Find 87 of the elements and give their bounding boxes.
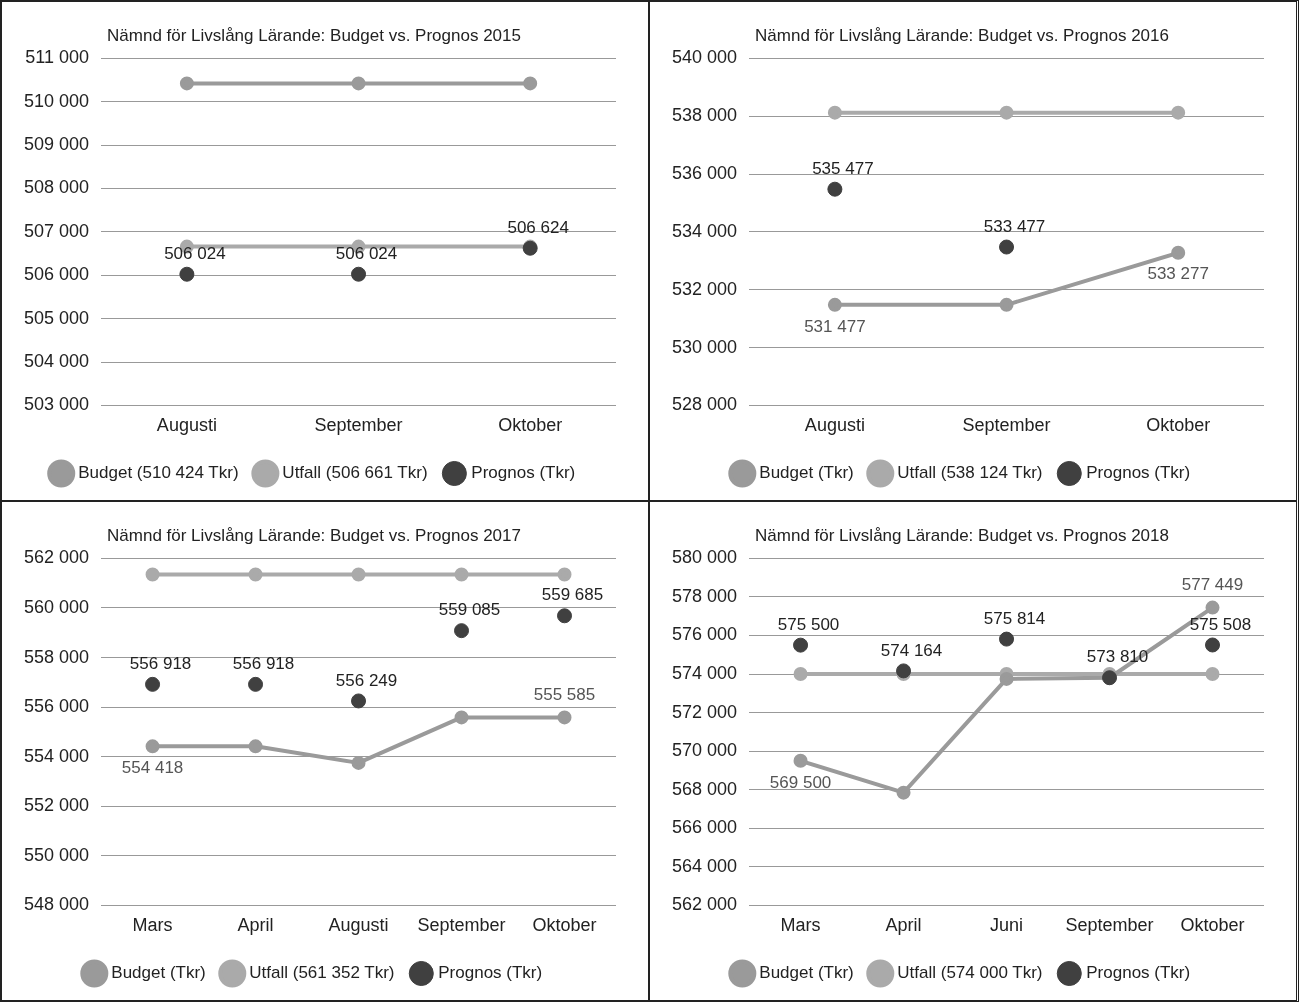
x-tick-label: April [237,915,274,936]
y-tick-label: 550 000 [23,844,90,865]
y-tick-label: 532 000 [671,278,738,299]
y-tick-label: 507 000 [23,220,90,241]
data-label: 535 477 [812,158,874,178]
x-tick-label: Augusti [328,915,389,936]
legend-label: Utfall (506 661 Tkr) [282,463,428,483]
y-tick-label: 562 000 [671,894,738,915]
y-tick-label: 554 000 [23,745,90,766]
data-label: 531 477 [804,316,866,336]
y-tick-label: 509 000 [23,134,90,155]
chart-title: Nämnd för Livslång Lärande: Budget vs. Prognos 2018 [755,525,1169,545]
y-tick-label: 540 000 [671,47,738,68]
data-label: 569 500 [769,772,832,792]
legend-label: Budget (Tkr) [111,963,206,983]
data-label: 556 918 [232,654,295,674]
x-tick-label: Oktober [1146,415,1211,436]
y-tick-label: 566 000 [671,817,738,838]
data-label: 506 624 [507,217,569,237]
data-label: 506 024 [164,243,226,263]
y-tick-label: 574 000 [671,663,738,684]
x-tick-label: Oktober [532,915,597,936]
y-tick-label: 560 000 [23,596,90,617]
legend-label: Utfall (574 000 Tkr) [897,963,1043,983]
y-tick-label: 568 000 [671,778,738,799]
legend-label: Utfall (538 124 Tkr) [897,463,1043,483]
data-label: 556 249 [335,670,398,690]
legend-label: Budget (Tkr) [759,463,854,483]
y-tick-label: 564 000 [671,855,738,876]
data-label: 577 449 [1181,575,1244,595]
x-tick-label: Oktober [1180,915,1245,936]
data-label: 575 500 [777,614,840,634]
x-tick-label: September [1065,915,1154,936]
y-tick-label: 506 000 [23,264,90,285]
x-tick-label: Augusti [804,415,865,436]
data-label: 574 164 [880,640,943,660]
x-tick-label: September [314,415,403,436]
data-label: 573 810 [1086,647,1149,667]
x-tick-label: September [417,915,506,936]
data-label: 533 277 [1147,264,1209,284]
data-label: 555 585 [533,685,596,705]
y-tick-label: 504 000 [23,350,90,371]
legend-label: Utfall (561 352 Tkr) [249,963,395,983]
y-tick-label: 511 000 [25,47,90,68]
y-tick-label: 503 000 [23,394,90,415]
chart-title: Nämnd för Livslång Lärande: Budget vs. Prognos 2015 [107,25,521,45]
legend-label: Prognos (Tkr) [1086,463,1191,483]
legend-label: Prognos (Tkr) [1086,963,1191,983]
y-tick-label: 570 000 [671,740,738,761]
y-tick-label: 548 000 [23,894,90,915]
y-tick-label: 508 000 [23,177,90,198]
y-tick-label: 556 000 [23,696,90,717]
y-tick-label: 580 000 [671,547,738,568]
x-tick-label: Mars [780,915,821,936]
chart-title: Nämnd för Livslång Lärande: Budget vs. Prognos 2016 [755,25,1169,45]
y-tick-label: 558 000 [23,646,90,667]
legend-label: Prognos (Tkr) [471,463,576,483]
data-label: 559 085 [438,600,501,620]
data-label: 575 508 [1189,614,1252,634]
x-tick-label: September [962,415,1051,436]
data-label: 533 477 [983,216,1046,236]
y-tick-label: 510 000 [23,90,90,111]
y-tick-label: 505 000 [23,307,90,328]
y-tick-label: 562 000 [23,547,90,568]
chart-title: Nämnd för Livslång Lärande: Budget vs. Prognos 2017 [107,525,521,545]
y-tick-label: 530 000 [671,336,738,357]
x-tick-label: April [885,915,922,936]
legend-label: Budget (510 424 Tkr) [78,463,239,483]
y-tick-label: 528 000 [671,394,738,415]
x-tick-label: Augusti [156,415,217,436]
x-tick-label: Oktober [498,415,563,436]
y-tick-label: 572 000 [671,701,738,722]
x-tick-label: Juni [990,915,1024,936]
x-tick-label: Mars [132,915,173,936]
y-tick-label: 578 000 [671,585,738,606]
data-label: 556 918 [129,654,192,674]
y-tick-label: 536 000 [671,163,738,184]
legend-label: Budget (Tkr) [759,963,854,983]
data-label: 554 418 [121,758,184,778]
y-tick-label: 552 000 [23,795,90,816]
data-label: 575 814 [983,608,1046,628]
y-tick-label: 576 000 [671,624,738,645]
legend-label: Prognos (Tkr) [438,963,543,983]
y-tick-label: 538 000 [671,105,738,126]
data-label: 559 685 [541,585,604,605]
y-tick-label: 534 000 [671,220,738,241]
data-label: 506 024 [335,243,398,263]
